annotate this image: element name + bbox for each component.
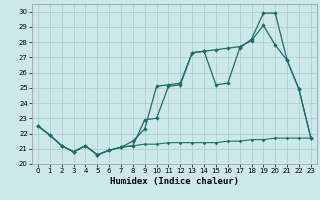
X-axis label: Humidex (Indice chaleur): Humidex (Indice chaleur) — [110, 177, 239, 186]
